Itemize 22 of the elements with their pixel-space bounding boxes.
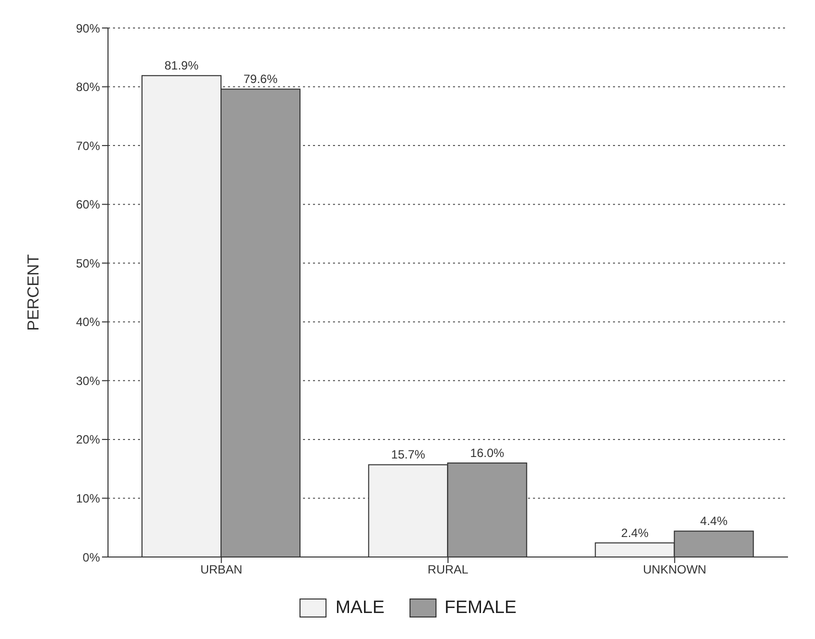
y-tick-label: 90% <box>76 21 100 36</box>
y-tick-label: 10% <box>76 491 100 506</box>
y-tick-label: 20% <box>76 432 100 447</box>
data-label: 16.0% <box>470 446 505 460</box>
x-tick-label: URBAN <box>200 562 242 577</box>
y-tick-label: 60% <box>76 198 100 212</box>
y-tick-label: 70% <box>76 138 100 153</box>
data-label: 2.4% <box>621 526 649 540</box>
y-tick-label: 0% <box>82 550 100 564</box>
data-label: 4.4% <box>700 514 728 528</box>
x-tick-label: RURAL <box>428 562 469 577</box>
y-tick-label: 30% <box>76 374 100 388</box>
y-axis-title: PERCENT <box>26 254 43 331</box>
data-label: 79.6% <box>243 72 278 86</box>
y-tick-label: 50% <box>76 256 100 270</box>
legend-label: MALE <box>335 597 384 618</box>
legend-label: FEMALE <box>444 597 517 618</box>
y-tick-label: 80% <box>76 80 100 94</box>
x-tick-label: UNKNOWN <box>643 562 706 577</box>
data-label: 81.9% <box>164 58 199 73</box>
y-tick-label: 40% <box>76 315 100 330</box>
data-label: 15.7% <box>391 448 426 462</box>
